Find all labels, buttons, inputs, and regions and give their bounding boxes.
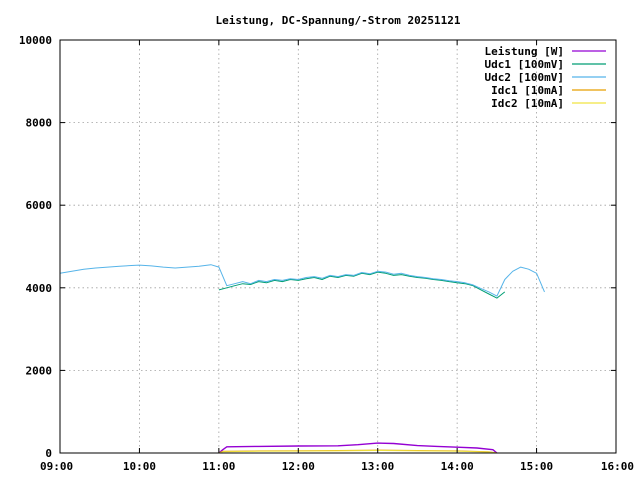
series-group xyxy=(59,264,545,454)
x-tick-label: 09:00 xyxy=(40,460,73,473)
series-line-2 xyxy=(218,271,506,299)
x-tick-label: 12:00 xyxy=(282,460,315,473)
legend-label: Udc2 [100mV] xyxy=(485,71,564,84)
y-tick-label: 6000 xyxy=(26,199,53,212)
x-tick-label: 16:00 xyxy=(601,460,634,473)
legend: Leistung [W]Udc1 [100mV]Udc2 [100mV]Idc1… xyxy=(485,45,606,110)
y-tick-label: 0 xyxy=(45,447,52,460)
ticks: 0 2000 4000 6000 8000 10000 09:00 10:00 11:00 12:… xyxy=(19,34,634,473)
chart-title: Leistung, DC-Spannung/-Strom 20251121 xyxy=(215,14,460,27)
grid xyxy=(60,40,616,453)
x-tick-label: 10:00 xyxy=(123,460,156,473)
plot-frame xyxy=(59,39,617,454)
legend-label: Idc1 [10mA] xyxy=(491,84,564,97)
y-tick-label: 10000 xyxy=(19,34,52,47)
y-tick-label: 2000 xyxy=(26,364,53,377)
legend-label: Idc2 [10mA] xyxy=(491,97,564,110)
y-tick-label: 4000 xyxy=(26,282,53,295)
series-line-3 xyxy=(59,264,545,297)
series-line-5 xyxy=(218,450,497,454)
series-line-1 xyxy=(218,442,498,454)
y-tick-label: 8000 xyxy=(26,117,53,130)
x-tick-label: 14:00 xyxy=(441,460,474,473)
x-tick-label: 13:00 xyxy=(361,460,394,473)
legend-label: Leistung [W] xyxy=(485,45,564,58)
x-tick-label: 11:00 xyxy=(202,460,235,473)
x-tick-label: 15:00 xyxy=(520,460,553,473)
legend-label: Udc1 [100mV] xyxy=(485,58,564,71)
